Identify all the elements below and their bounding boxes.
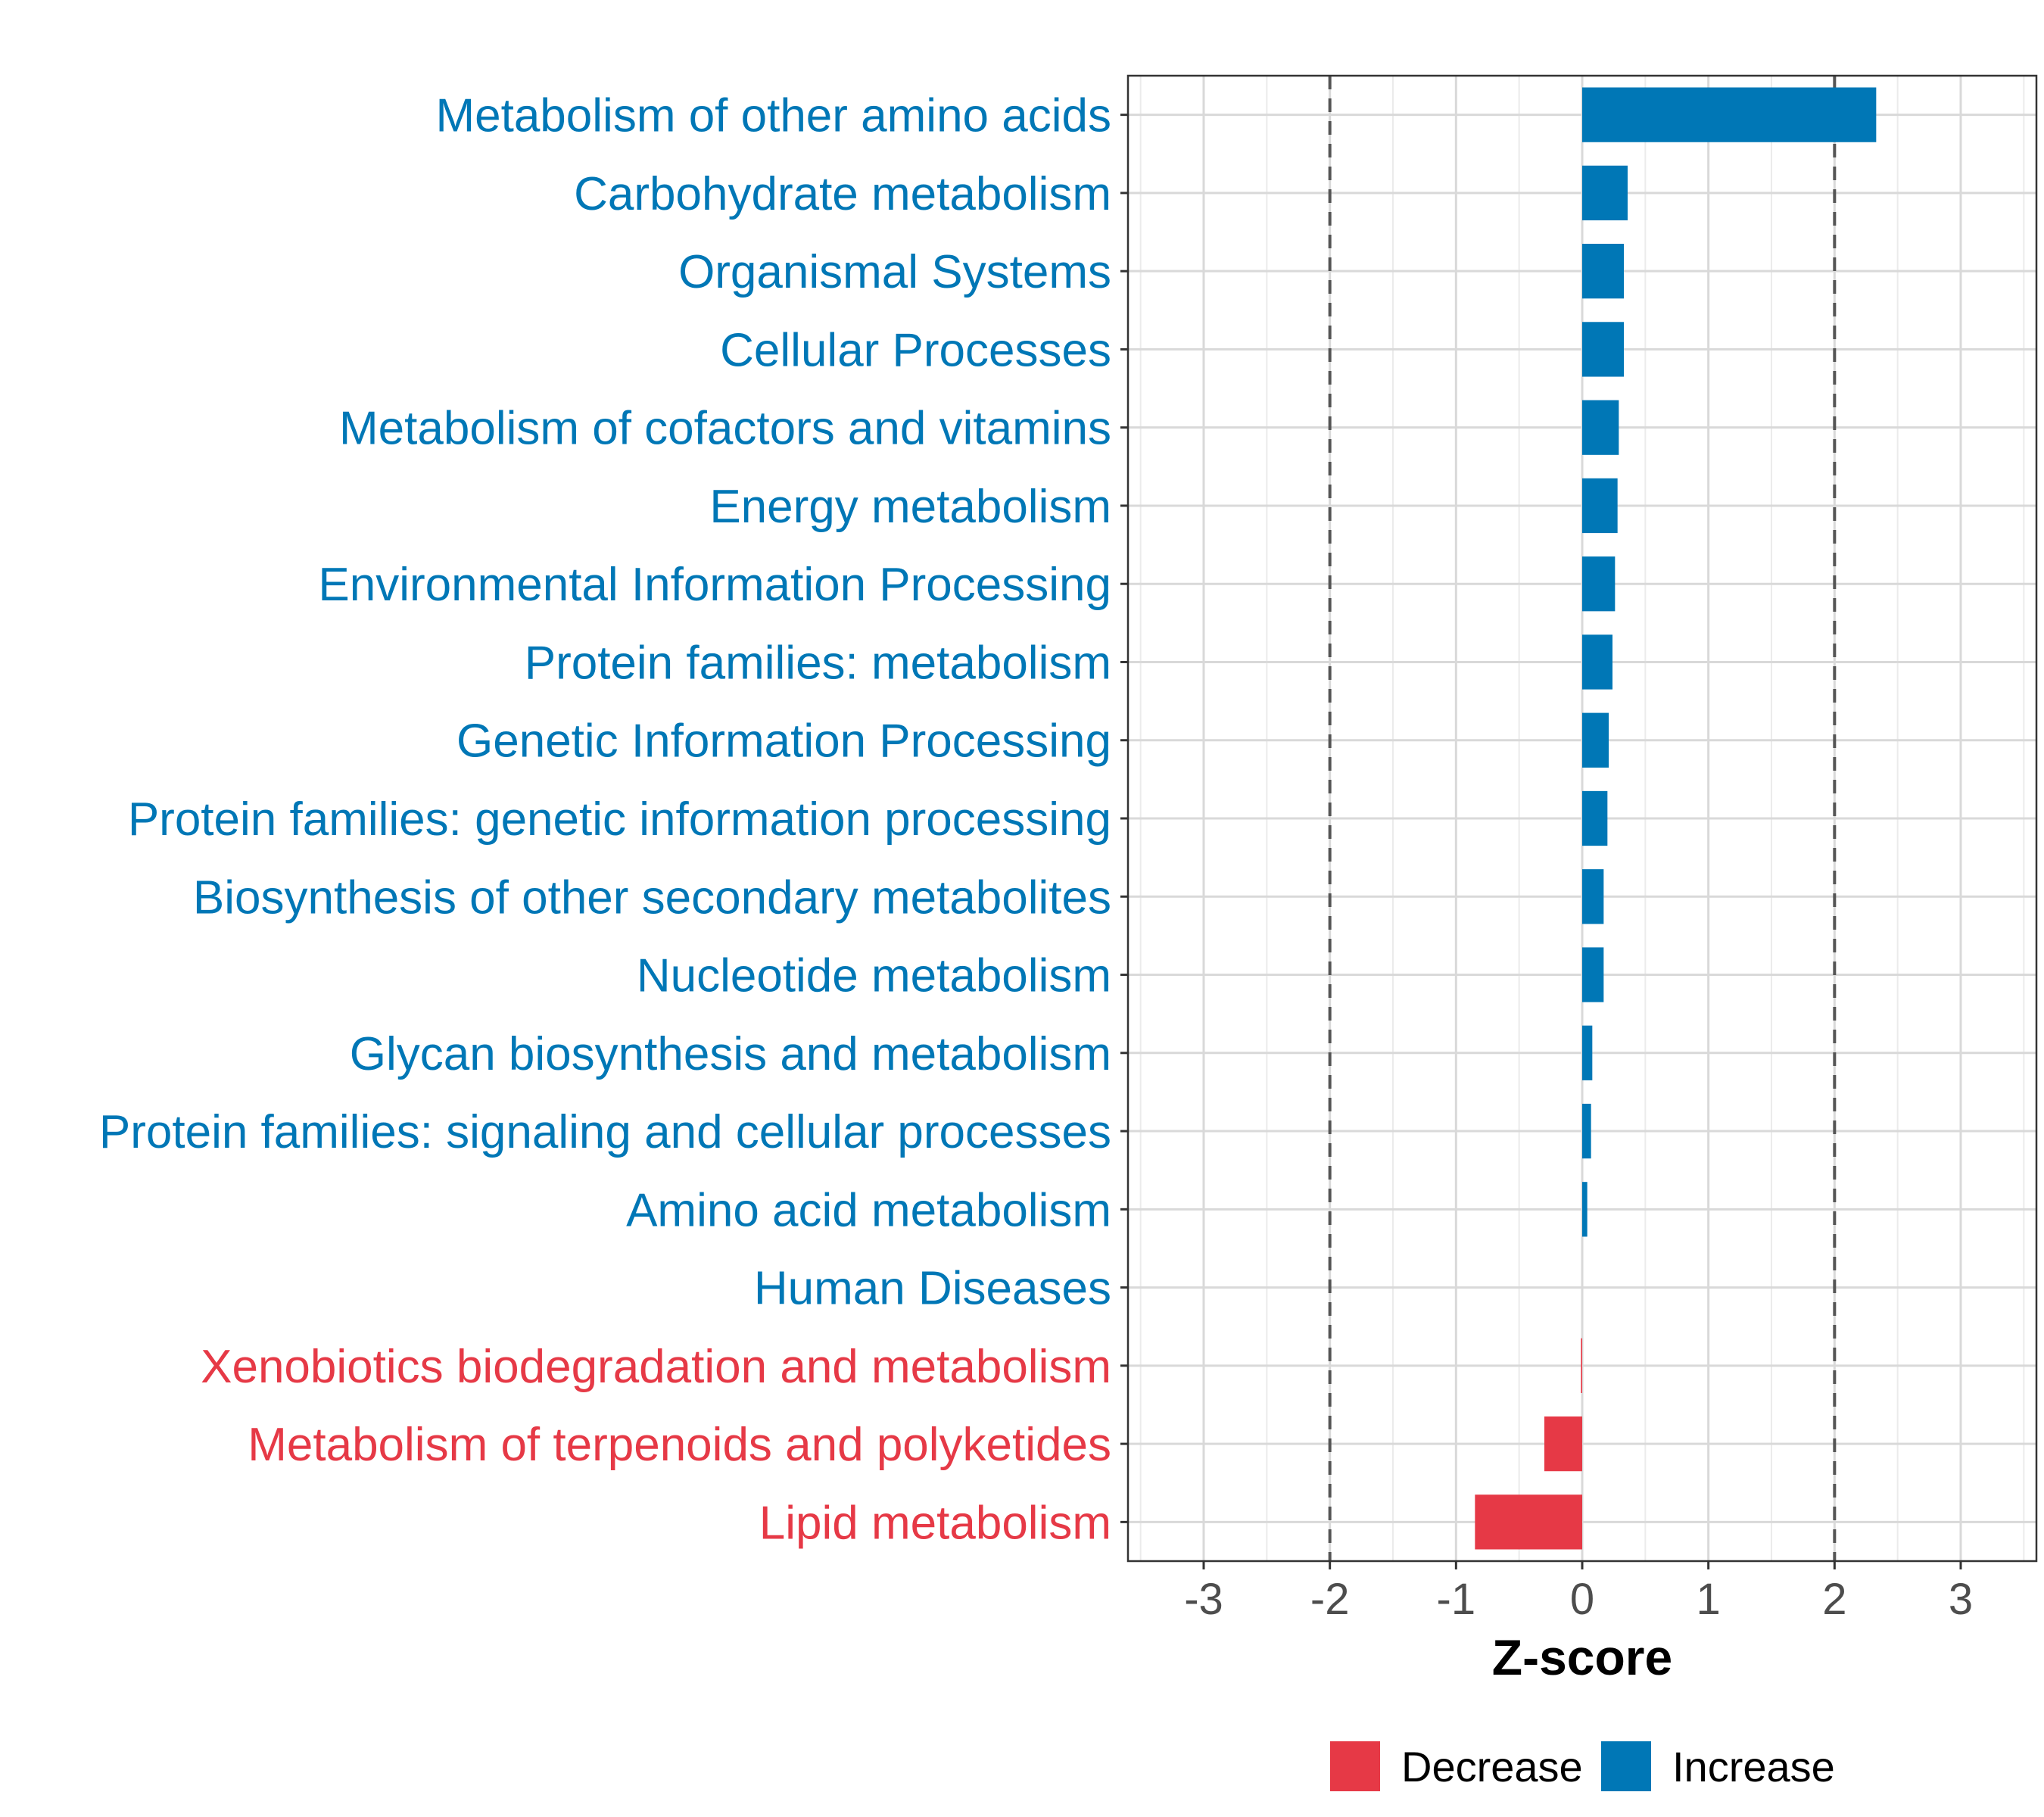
- legend: Decrease Increase: [1330, 1741, 1835, 1791]
- category-label: Environmental Information Processing: [318, 559, 1111, 611]
- bar: [1582, 322, 1624, 377]
- category-label: Xenobiotics biodegradation and metabolis…: [201, 1341, 1111, 1393]
- bar: [1582, 478, 1618, 534]
- category-label: Organismal Systems: [678, 246, 1111, 298]
- category-label: Protein families: metabolism: [525, 637, 1111, 689]
- x-tick-label: 1: [1697, 1575, 1721, 1624]
- bar: [1544, 1416, 1582, 1472]
- category-label: Metabolism of cofactors and vitamins: [339, 403, 1111, 455]
- legend-label: Increase: [1672, 1743, 1835, 1791]
- bars: [1475, 87, 1877, 1550]
- category-label: Cellular Processes: [720, 324, 1111, 376]
- bar: [1582, 712, 1609, 768]
- category-label: Metabolism of terpenoids and polyketides: [248, 1419, 1111, 1471]
- category-label: Nucleotide metabolism: [637, 950, 1111, 1002]
- category-label: Metabolism of other amino acids: [435, 90, 1111, 142]
- category-label: Protein families: genetic information pr…: [128, 793, 1111, 846]
- x-tick-label: -2: [1310, 1575, 1350, 1624]
- bar: [1582, 400, 1619, 455]
- legend-swatch: [1330, 1741, 1380, 1791]
- bar: [1582, 869, 1604, 924]
- bar: [1581, 1338, 1582, 1393]
- bar: [1582, 165, 1628, 221]
- bar: [1582, 634, 1612, 690]
- x-tick-label: -3: [1184, 1575, 1223, 1624]
- category-label: Energy metabolism: [709, 481, 1111, 533]
- bar: [1582, 556, 1616, 612]
- category-label: Biosynthesis of other secondary metaboli…: [193, 871, 1111, 924]
- bar: [1582, 1025, 1593, 1080]
- legend-swatch: [1601, 1741, 1651, 1791]
- x-tick-label: 2: [1822, 1575, 1846, 1624]
- category-label: Human Diseases: [754, 1263, 1111, 1315]
- x-axis-ticks: -3 -2 -1 0 1 2 3: [1184, 1561, 1973, 1624]
- x-axis-title: Z-score: [1492, 1629, 1672, 1685]
- x-tick-label: 3: [1949, 1575, 1973, 1624]
- category-label: Glycan biosynthesis and metabolism: [350, 1028, 1111, 1080]
- bar: [1582, 87, 1877, 142]
- bar: [1582, 1103, 1591, 1159]
- bar: [1475, 1494, 1582, 1550]
- category-label: Genetic Information Processing: [456, 715, 1111, 768]
- x-tick-label: -1: [1437, 1575, 1476, 1624]
- bar: [1582, 790, 1608, 846]
- category-label: Amino acid metabolism: [626, 1184, 1111, 1236]
- category-label: Lipid metabolism: [759, 1497, 1111, 1549]
- bar: [1582, 947, 1604, 1002]
- bar: [1582, 244, 1624, 299]
- category-label: Carbohydrate metabolism: [574, 168, 1111, 220]
- x-tick-label: 0: [1570, 1575, 1594, 1624]
- legend-label: Decrease: [1401, 1743, 1583, 1791]
- category-labels: Metabolism of other amino acids Carbohydr…: [99, 90, 1128, 1549]
- category-label: Protein families: signaling and cellular…: [99, 1106, 1111, 1158]
- bar: [1582, 1182, 1588, 1237]
- reference-lines: [1328, 76, 1837, 1561]
